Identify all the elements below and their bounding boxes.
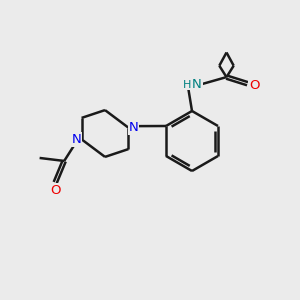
Text: N: N bbox=[72, 133, 82, 146]
Text: O: O bbox=[50, 184, 60, 196]
Text: N: N bbox=[192, 78, 202, 91]
Text: O: O bbox=[249, 79, 260, 92]
Text: N: N bbox=[128, 121, 138, 134]
Text: H: H bbox=[182, 80, 191, 90]
